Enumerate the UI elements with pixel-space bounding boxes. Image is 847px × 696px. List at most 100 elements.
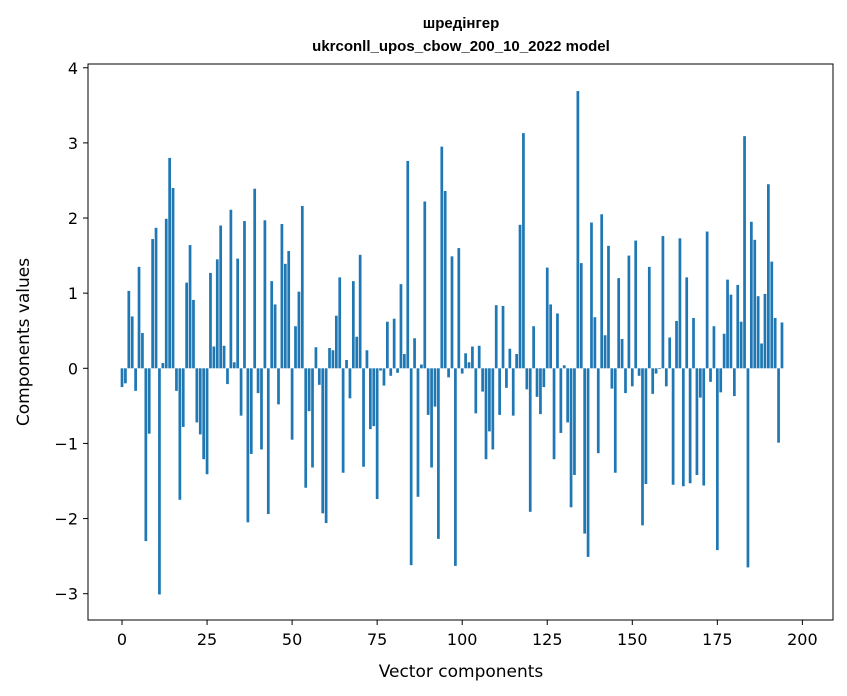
bar	[542, 368, 546, 388]
x-tick-label: 125	[532, 630, 563, 649]
bar	[627, 255, 631, 369]
bar	[270, 281, 274, 369]
bar	[579, 263, 583, 369]
bar	[610, 368, 614, 389]
bar	[331, 350, 335, 369]
bar	[365, 350, 369, 369]
bar	[317, 368, 321, 385]
bar	[375, 368, 379, 500]
bar	[205, 368, 209, 475]
bar	[552, 368, 556, 460]
bar	[729, 294, 733, 369]
bar	[671, 368, 675, 485]
x-axis-ticks: 0 25 50 75 100 125 150 175 200	[117, 620, 818, 649]
bar	[651, 368, 655, 394]
bar	[576, 91, 580, 369]
bar	[760, 343, 763, 369]
bar	[743, 136, 746, 369]
bar	[283, 263, 287, 369]
bar	[746, 368, 750, 568]
y-axis-ticks: −3 −2 −1 0 1 2 3 4	[54, 59, 88, 604]
bar	[664, 368, 668, 387]
bar	[141, 332, 144, 369]
bar	[154, 227, 158, 369]
x-tick-label: 0	[117, 630, 127, 649]
y-tick-label: 4	[68, 59, 78, 78]
bar	[515, 354, 518, 369]
bar	[736, 284, 740, 369]
bar	[178, 368, 182, 500]
x-tick-label: 50	[282, 630, 302, 649]
bar	[573, 368, 576, 475]
bar	[222, 345, 226, 369]
y-tick-label: −3	[54, 585, 78, 604]
bar	[134, 368, 137, 391]
bar	[617, 278, 621, 369]
bar	[406, 160, 410, 369]
bar	[212, 346, 216, 369]
bar	[705, 231, 709, 369]
bar	[471, 346, 474, 369]
bar	[192, 299, 195, 369]
bar	[263, 220, 267, 369]
bar	[202, 368, 206, 460]
bar	[440, 146, 444, 369]
bar	[559, 368, 563, 433]
bar	[314, 347, 318, 369]
bar	[590, 222, 593, 369]
bar	[226, 368, 229, 385]
bar	[280, 224, 284, 369]
y-axis-label: Components values	[14, 258, 34, 426]
bar	[304, 368, 308, 488]
bar	[593, 317, 597, 369]
x-tick-label: 200	[787, 630, 818, 649]
bar	[498, 368, 501, 415]
bar	[695, 368, 699, 475]
bar	[715, 368, 719, 551]
bar	[753, 239, 757, 369]
bar	[620, 338, 624, 369]
bar	[334, 315, 338, 369]
bar	[712, 326, 716, 369]
bar	[420, 364, 423, 369]
bar	[294, 326, 297, 369]
bar	[195, 368, 199, 423]
bar	[351, 281, 355, 369]
y-tick-label: −2	[54, 510, 78, 529]
bar	[634, 240, 638, 369]
bar	[181, 368, 185, 427]
bar	[668, 337, 672, 369]
x-tick-label: 25	[197, 630, 217, 649]
bar	[522, 133, 525, 369]
bar	[756, 296, 760, 369]
bar	[460, 368, 464, 374]
bar	[246, 368, 250, 523]
bar	[641, 368, 644, 526]
bar	[399, 284, 403, 369]
bar	[511, 368, 515, 416]
bar	[630, 368, 634, 387]
bar	[647, 266, 651, 369]
bar	[260, 368, 263, 450]
bar	[151, 239, 154, 369]
bar	[545, 267, 549, 369]
bar	[433, 368, 437, 407]
bar	[447, 368, 450, 378]
y-tick-label: 1	[68, 284, 78, 303]
bar	[266, 368, 270, 515]
bar	[722, 333, 726, 369]
bar	[168, 157, 171, 369]
bar	[171, 187, 175, 369]
bar	[474, 368, 478, 414]
bar	[300, 206, 304, 369]
bar	[290, 368, 294, 440]
bar	[430, 368, 433, 468]
bar	[454, 368, 457, 566]
bar	[358, 254, 362, 369]
bar	[549, 304, 553, 369]
y-tick-label: 3	[68, 134, 78, 153]
bar	[566, 368, 570, 423]
bar	[130, 316, 134, 369]
bar	[416, 368, 420, 497]
